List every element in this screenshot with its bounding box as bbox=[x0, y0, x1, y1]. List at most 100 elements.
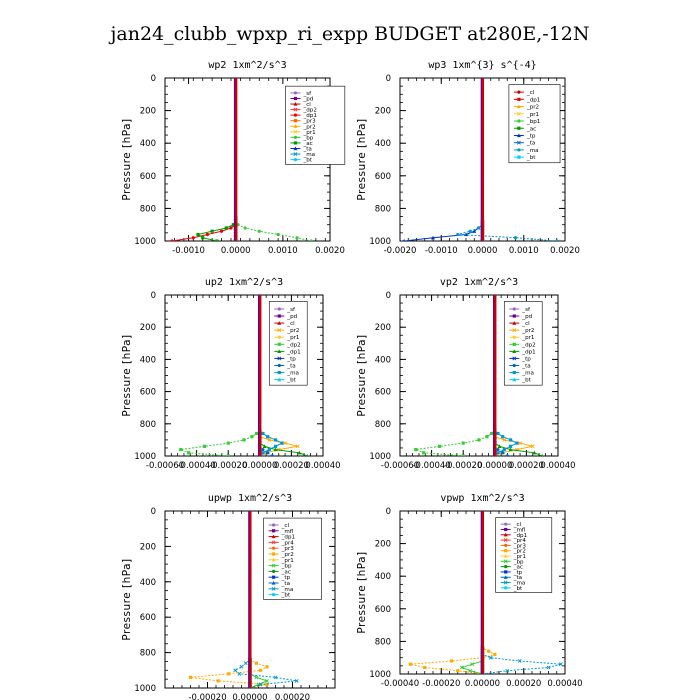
data-point bbox=[501, 435, 505, 439]
legend-marker bbox=[504, 565, 508, 569]
panel-title: wp2 1xm^2/s^3 bbox=[208, 60, 286, 71]
legend-marker bbox=[512, 363, 516, 368]
legend-marker bbox=[503, 559, 508, 564]
legend-box bbox=[503, 301, 543, 386]
legend-label: _dp1 bbox=[281, 535, 296, 541]
data-point bbox=[261, 451, 265, 455]
data-point bbox=[267, 437, 272, 442]
legend-label: _ac bbox=[513, 565, 523, 571]
data-point bbox=[515, 441, 519, 445]
legend-label: _tp bbox=[521, 356, 531, 362]
legend-marker bbox=[504, 549, 508, 553]
legend-label: _bt bbox=[286, 378, 296, 384]
series-line-ma bbox=[482, 511, 562, 674]
x-tick-label: 0.00020 bbox=[275, 693, 310, 700]
legend-label: _pr3 bbox=[513, 543, 527, 549]
x-tick-label: -0.0010 bbox=[425, 246, 458, 256]
legend-marker bbox=[293, 129, 298, 134]
x-tick-label: 0.00020 bbox=[274, 461, 309, 471]
legend-label: _bt bbox=[513, 586, 523, 592]
legend-label: _cl bbox=[521, 321, 530, 327]
legend-marker bbox=[277, 349, 282, 353]
y-tick-label: 400 bbox=[375, 355, 391, 365]
legend-marker bbox=[293, 135, 298, 139]
x-tick-label: 0.0010 bbox=[509, 246, 539, 256]
data-point bbox=[459, 665, 464, 670]
legend-label: _dp1 bbox=[513, 533, 528, 539]
series-line-dp2 bbox=[413, 295, 496, 456]
legend-label: _pr1 bbox=[526, 112, 540, 118]
legend-label: _ta bbox=[281, 581, 290, 587]
legend-marker bbox=[516, 133, 521, 138]
y-tick-label: 800 bbox=[375, 204, 391, 214]
y-tick-label: 200 bbox=[140, 107, 156, 117]
y-tick-label: 400 bbox=[140, 578, 156, 588]
data-point bbox=[191, 236, 195, 240]
data-point bbox=[179, 447, 183, 452]
data-point bbox=[210, 229, 214, 233]
y-tick-label: 600 bbox=[140, 388, 156, 398]
legend-marker bbox=[512, 307, 516, 311]
legend-marker bbox=[512, 314, 516, 318]
legend-marker bbox=[272, 546, 276, 550]
y-tick-label: 800 bbox=[375, 637, 391, 647]
legend-label: _ac bbox=[281, 569, 291, 575]
y-tick-label: 0 bbox=[151, 74, 156, 84]
legend-marker bbox=[517, 148, 521, 152]
legend-label: _bp bbox=[281, 564, 292, 570]
legend-marker bbox=[503, 575, 508, 579]
legend-marker bbox=[504, 586, 508, 590]
x-tick-label: 0.00040 bbox=[305, 461, 340, 471]
y-tick-label: 400 bbox=[140, 355, 156, 365]
x-tick-label: 0.0020 bbox=[315, 246, 345, 256]
legend-label: _ma bbox=[302, 152, 315, 158]
y-axis-label: Pressure [hPa] bbox=[356, 334, 368, 416]
legend-marker bbox=[503, 532, 508, 537]
data-point bbox=[295, 236, 299, 240]
data-point bbox=[513, 236, 518, 240]
legend-label: _pr1 bbox=[286, 335, 300, 341]
legend-label: _dp1 bbox=[302, 113, 317, 119]
data-point bbox=[255, 431, 259, 436]
x-tick-label: 0.00000 bbox=[232, 693, 267, 700]
y-tick-label: 600 bbox=[375, 605, 391, 615]
x-tick-label: 0.00040 bbox=[540, 461, 575, 471]
legend-marker bbox=[293, 96, 298, 101]
legend-label: _sf bbox=[521, 307, 531, 313]
data-point bbox=[297, 450, 302, 455]
legend-label: _sf bbox=[302, 91, 312, 97]
legend-marker bbox=[512, 342, 516, 346]
legend: _sf_pd_cl_pr2_pr1_dp2_dp1_tp_ta _ma_bt bbox=[268, 301, 308, 386]
legend-label: _ac bbox=[302, 141, 312, 147]
data-point bbox=[226, 454, 230, 456]
legend-label: _ta bbox=[286, 363, 295, 369]
data-point bbox=[224, 226, 228, 230]
data-point bbox=[243, 661, 248, 666]
legend-marker bbox=[277, 307, 281, 311]
data-point bbox=[227, 672, 231, 676]
x-tick-label: 0.00000 bbox=[465, 679, 500, 689]
data-point bbox=[505, 668, 510, 673]
data-point bbox=[294, 679, 299, 683]
legend-label: _pr1 bbox=[521, 335, 535, 341]
y-axis-label: Pressure [hPa] bbox=[121, 558, 133, 640]
panel-title: vp2 1xm^2/s^3 bbox=[440, 277, 518, 288]
legend-marker bbox=[272, 529, 276, 533]
data-point bbox=[261, 447, 265, 452]
legend-marker bbox=[277, 363, 281, 368]
legend-marker bbox=[517, 119, 521, 123]
y-tick-label: 200 bbox=[375, 107, 391, 117]
data-point bbox=[493, 652, 497, 657]
legend-marker bbox=[271, 586, 276, 591]
series-line-pr2 bbox=[190, 511, 269, 688]
data-point bbox=[497, 444, 502, 448]
legend-marker bbox=[503, 538, 508, 543]
legend-marker bbox=[277, 370, 281, 375]
data-point bbox=[496, 451, 500, 455]
legend-marker bbox=[504, 543, 508, 547]
legend-label: _pd bbox=[302, 96, 313, 102]
legend-label: _pd bbox=[521, 314, 532, 320]
legend-label: _cl bbox=[281, 523, 290, 529]
series-line-dp2 bbox=[178, 295, 261, 456]
data-point bbox=[266, 435, 270, 439]
